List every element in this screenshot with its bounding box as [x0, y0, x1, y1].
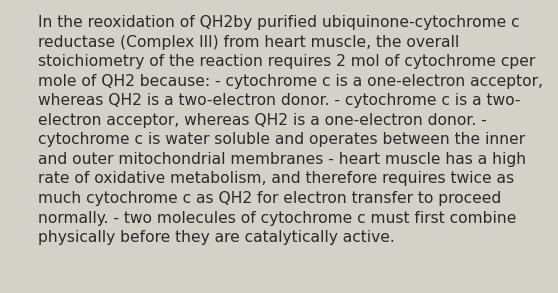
Text: In the reoxidation of QH2by purified ubiquinone-cytochrome c
reductase (Complex : In the reoxidation of QH2by purified ubi… [38, 15, 543, 245]
